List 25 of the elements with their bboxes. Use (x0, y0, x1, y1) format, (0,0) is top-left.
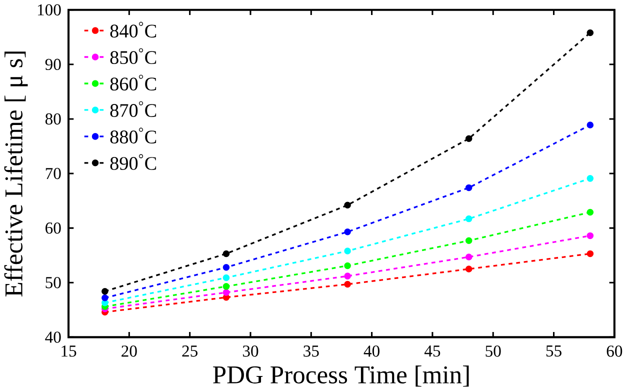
x-tick-label: 15 (62, 346, 76, 357)
x-axis-title: PDG Process Time [min] (213, 366, 469, 387)
legend-label: 870$^{°}$C (110, 101, 156, 118)
y-tick-label: 90 (45, 58, 61, 70)
legend-label: 860$^{°}$C (110, 74, 156, 91)
y-tick-label: 80 (45, 113, 61, 125)
y-tick-label: 70 (46, 168, 61, 180)
x-tick-label: 50 (486, 346, 501, 357)
x-tick-label: 25 (182, 346, 198, 357)
legend-label: 850$^{°}$C (110, 48, 156, 64)
y-tick-label: 100 (38, 4, 61, 16)
y-tick-label: 60 (46, 222, 61, 234)
x-tick-label: 60 (606, 346, 622, 357)
x-tick-label: 55 (546, 346, 562, 357)
legend-label: 840$^{°}$C (110, 22, 156, 38)
y-tick-label: 40 (45, 332, 61, 343)
y-axis-title: Effective Lifetime [ μ s] (4, 52, 28, 297)
legend-label: 890$^{°}$C (110, 154, 156, 170)
x-tick-label: 35 (304, 346, 319, 357)
y-tick-label: 50 (46, 277, 61, 288)
x-tick-label: 40 (364, 346, 380, 357)
x-tick-label: 45 (424, 346, 440, 357)
x-tick-label: 30 (242, 346, 258, 357)
x-tick-label: 20 (122, 346, 137, 357)
legend-label: 880$^{°}$C (110, 128, 156, 144)
